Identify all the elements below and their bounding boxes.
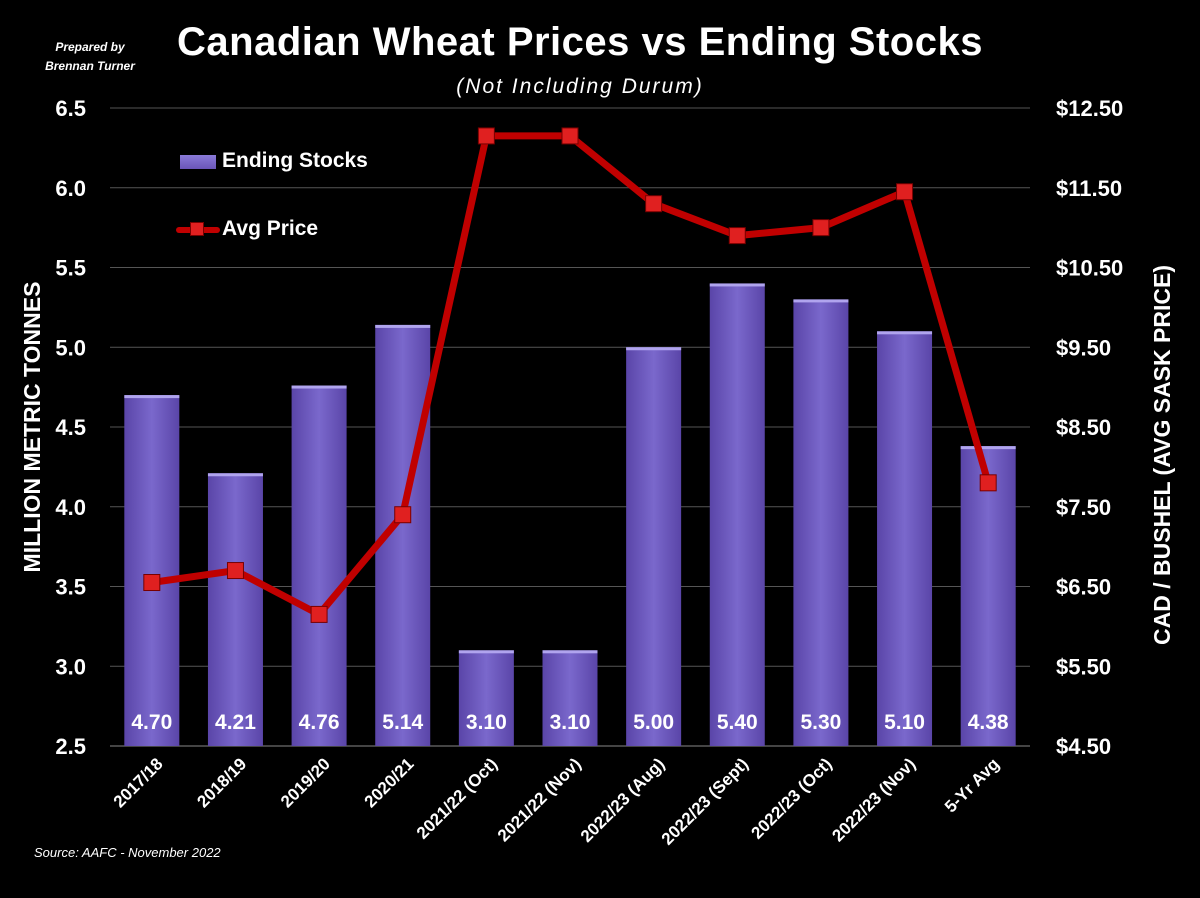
- price-point-marker: [477, 127, 495, 145]
- legend-bar-swatch: [180, 155, 216, 169]
- x-tick-label: 2019/20: [277, 754, 334, 811]
- bar-top-highlight: [960, 446, 1016, 450]
- bar-top-highlight: [626, 347, 682, 351]
- y-tick-label: 6.0: [55, 176, 86, 201]
- price-point-marker: [979, 474, 997, 492]
- x-tick-label: 2022/23 (Sept): [658, 754, 752, 848]
- chart-title: Canadian Wheat Prices vs Ending Stocks: [177, 20, 983, 64]
- bar-data-label: 4.70: [131, 711, 172, 734]
- y-tick-label: 3.0: [55, 654, 86, 679]
- x-tick-label: 2018/19: [193, 754, 250, 811]
- bar-top-highlight: [207, 473, 263, 477]
- bar-data-label: 5.30: [800, 711, 841, 734]
- price-point-marker: [728, 227, 746, 245]
- bar: [458, 650, 514, 746]
- x-tick-label: 2022/23 (Aug): [577, 754, 669, 846]
- bar-top-highlight: [375, 324, 431, 328]
- x-tick-label: 2021/22 (Nov): [494, 754, 585, 845]
- y-tick-label: 6.5: [55, 96, 86, 121]
- bar-data-label: 4.38: [968, 711, 1009, 734]
- x-tick-label: 5-Yr Avg: [941, 754, 1003, 816]
- y2-tick-label: $12.50: [1056, 96, 1123, 121]
- x-tick-label: 2020/21: [361, 754, 418, 811]
- y2-tick-label: $5.50: [1056, 654, 1111, 679]
- price-point-marker: [394, 506, 412, 524]
- y2-tick-label: $8.50: [1056, 415, 1111, 440]
- price-point-marker: [896, 183, 914, 201]
- bar: [291, 385, 347, 746]
- bar: [709, 283, 765, 746]
- price-point-marker: [561, 127, 579, 145]
- source-note: Source: AAFC - November 2022: [34, 845, 221, 860]
- bar-data-label: 3.10: [466, 711, 507, 734]
- y2-tick-label: $11.50: [1056, 176, 1122, 201]
- price-point-marker: [143, 574, 161, 592]
- y-tick-label: 5.5: [55, 256, 86, 281]
- y-tick-label: 2.5: [55, 734, 86, 759]
- bar-data-label: 5.10: [884, 711, 925, 734]
- bar: [207, 473, 263, 746]
- bar-top-highlight: [291, 385, 347, 389]
- bar-data-label: 4.76: [299, 711, 340, 734]
- bar-data-label: 3.10: [550, 711, 591, 734]
- bar-data-label: 4.21: [215, 711, 256, 734]
- bar: [960, 446, 1016, 746]
- y2-tick-label: $9.50: [1056, 335, 1111, 360]
- bar-top-highlight: [542, 650, 598, 654]
- bar-top-highlight: [458, 650, 514, 654]
- price-point-marker: [812, 219, 830, 237]
- y2-axis-label: CAD / BUSHEL (AVG SASK PRICE): [1149, 265, 1175, 645]
- bar-top-highlight: [877, 331, 933, 335]
- price-point-marker: [645, 195, 663, 213]
- bar-top-highlight: [793, 299, 849, 303]
- y-axis-label: MILLION METRIC TONNES: [19, 282, 45, 573]
- chart-subtitle: (Not Including Durum): [456, 75, 704, 98]
- price-point-marker: [226, 562, 244, 580]
- y-tick-label: 5.0: [55, 335, 86, 360]
- legend-ending-stocks: Ending Stocks: [222, 149, 368, 172]
- bar-data-label: 5.40: [717, 711, 758, 734]
- y-tick-label: 3.5: [55, 575, 86, 600]
- bar-data-label: 5.00: [633, 711, 674, 734]
- bar: [124, 395, 180, 746]
- price-line-path: [151, 132, 992, 618]
- bar-top-highlight: [709, 283, 765, 287]
- bar-data-label: 5.14: [382, 711, 423, 734]
- bar: [877, 331, 933, 746]
- credit-line-2: Brennan Turner: [45, 59, 135, 73]
- x-tick-label: 2022/23 (Nov): [828, 754, 919, 845]
- y2-tick-label: $4.50: [1056, 734, 1111, 759]
- y-tick-label: 4.0: [55, 495, 86, 520]
- bar: [542, 650, 598, 746]
- price-point-marker: [310, 605, 328, 623]
- y2-tick-label: $7.50: [1056, 495, 1111, 520]
- bar: [793, 299, 849, 746]
- legend-avg-price: Avg Price: [222, 217, 319, 240]
- x-tick-label: 2022/23 (Oct): [747, 754, 835, 842]
- x-tick-label: 2021/22 (Oct): [413, 754, 501, 842]
- y2-tick-label: $10.50: [1056, 256, 1123, 281]
- x-tick-label: 2017/18: [110, 754, 167, 811]
- legend-marker-icon: [190, 222, 204, 236]
- bar-top-highlight: [124, 395, 180, 399]
- bar: [626, 347, 682, 746]
- credit-line-1: Prepared by: [55, 40, 125, 54]
- y-tick-label: 4.5: [55, 415, 86, 440]
- author-credit: Prepared by Brennan Turner: [30, 38, 150, 76]
- y2-tick-label: $6.50: [1056, 575, 1111, 600]
